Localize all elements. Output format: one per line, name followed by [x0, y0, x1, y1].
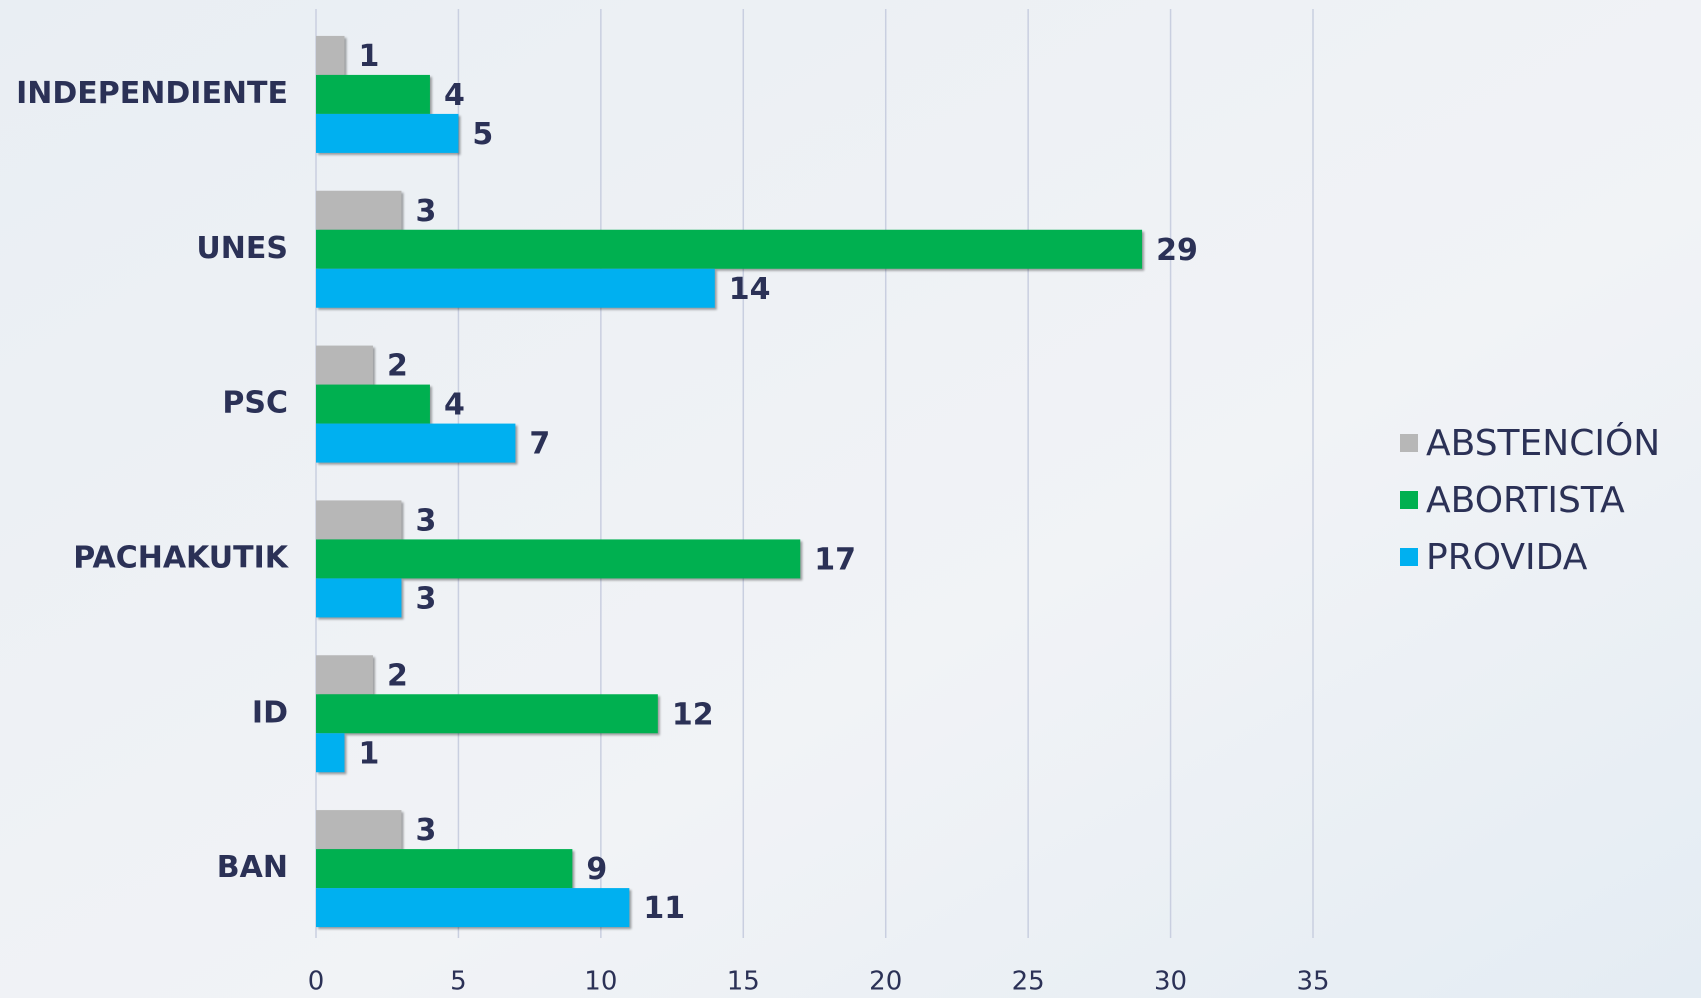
bar [316, 269, 715, 308]
bar [316, 346, 373, 385]
x-tick-label: 15 [727, 967, 760, 997]
legend-swatch [1400, 491, 1418, 509]
legend-swatch [1400, 548, 1418, 566]
value-label: 2 [387, 349, 408, 384]
bar [316, 888, 629, 927]
bar [316, 424, 515, 463]
x-tick-label: 35 [1296, 967, 1329, 997]
x-tick-label: 20 [869, 967, 902, 997]
value-label: 17 [814, 542, 856, 577]
value-label: 1 [358, 39, 379, 74]
x-tick-label: 25 [1012, 967, 1045, 997]
value-label: 2 [387, 658, 408, 693]
legend-label: ABSTENCIÓN [1426, 422, 1660, 464]
chart: 05101520253035INDEPENDIENTE145UNES32914P… [0, 0, 1701, 998]
bar [316, 191, 401, 230]
bar [316, 655, 373, 694]
category-label: ID [252, 695, 288, 730]
value-label: 1 [358, 736, 379, 771]
value-label: 9 [586, 852, 607, 887]
bar [316, 849, 572, 888]
bar [316, 114, 458, 153]
bar [316, 694, 658, 733]
x-tick-label: 30 [1154, 967, 1187, 997]
bar [316, 385, 430, 424]
value-label: 4 [444, 78, 465, 113]
value-label: 3 [415, 581, 436, 616]
legend-swatch [1400, 434, 1418, 452]
x-tick-label: 10 [584, 967, 617, 997]
category-label: PSC [222, 386, 288, 421]
value-label: 4 [444, 388, 465, 423]
bar [316, 75, 430, 114]
bar [316, 36, 344, 75]
value-label: 7 [529, 427, 550, 462]
value-label: 29 [1156, 233, 1198, 268]
legend-label: ABORTISTA [1426, 480, 1625, 521]
bar [316, 500, 401, 539]
category-label: PACHAKUTIK [73, 540, 289, 575]
bar [316, 230, 1142, 269]
value-label: 5 [472, 117, 493, 152]
category-label: UNES [196, 231, 288, 266]
category-label: BAN [217, 850, 288, 885]
value-label: 12 [672, 697, 714, 732]
value-label: 3 [415, 194, 436, 229]
bar [316, 810, 401, 849]
bar [316, 578, 401, 617]
value-label: 11 [643, 891, 685, 926]
value-label: 14 [729, 272, 771, 307]
category-label: INDEPENDIENTE [16, 76, 288, 111]
value-label: 3 [415, 813, 436, 848]
x-tick-label: 5 [450, 967, 467, 997]
legend-label: PROVIDA [1426, 537, 1588, 578]
bar [316, 733, 344, 772]
value-label: 3 [415, 503, 436, 538]
x-tick-label: 0 [308, 967, 325, 997]
bar [316, 539, 800, 578]
